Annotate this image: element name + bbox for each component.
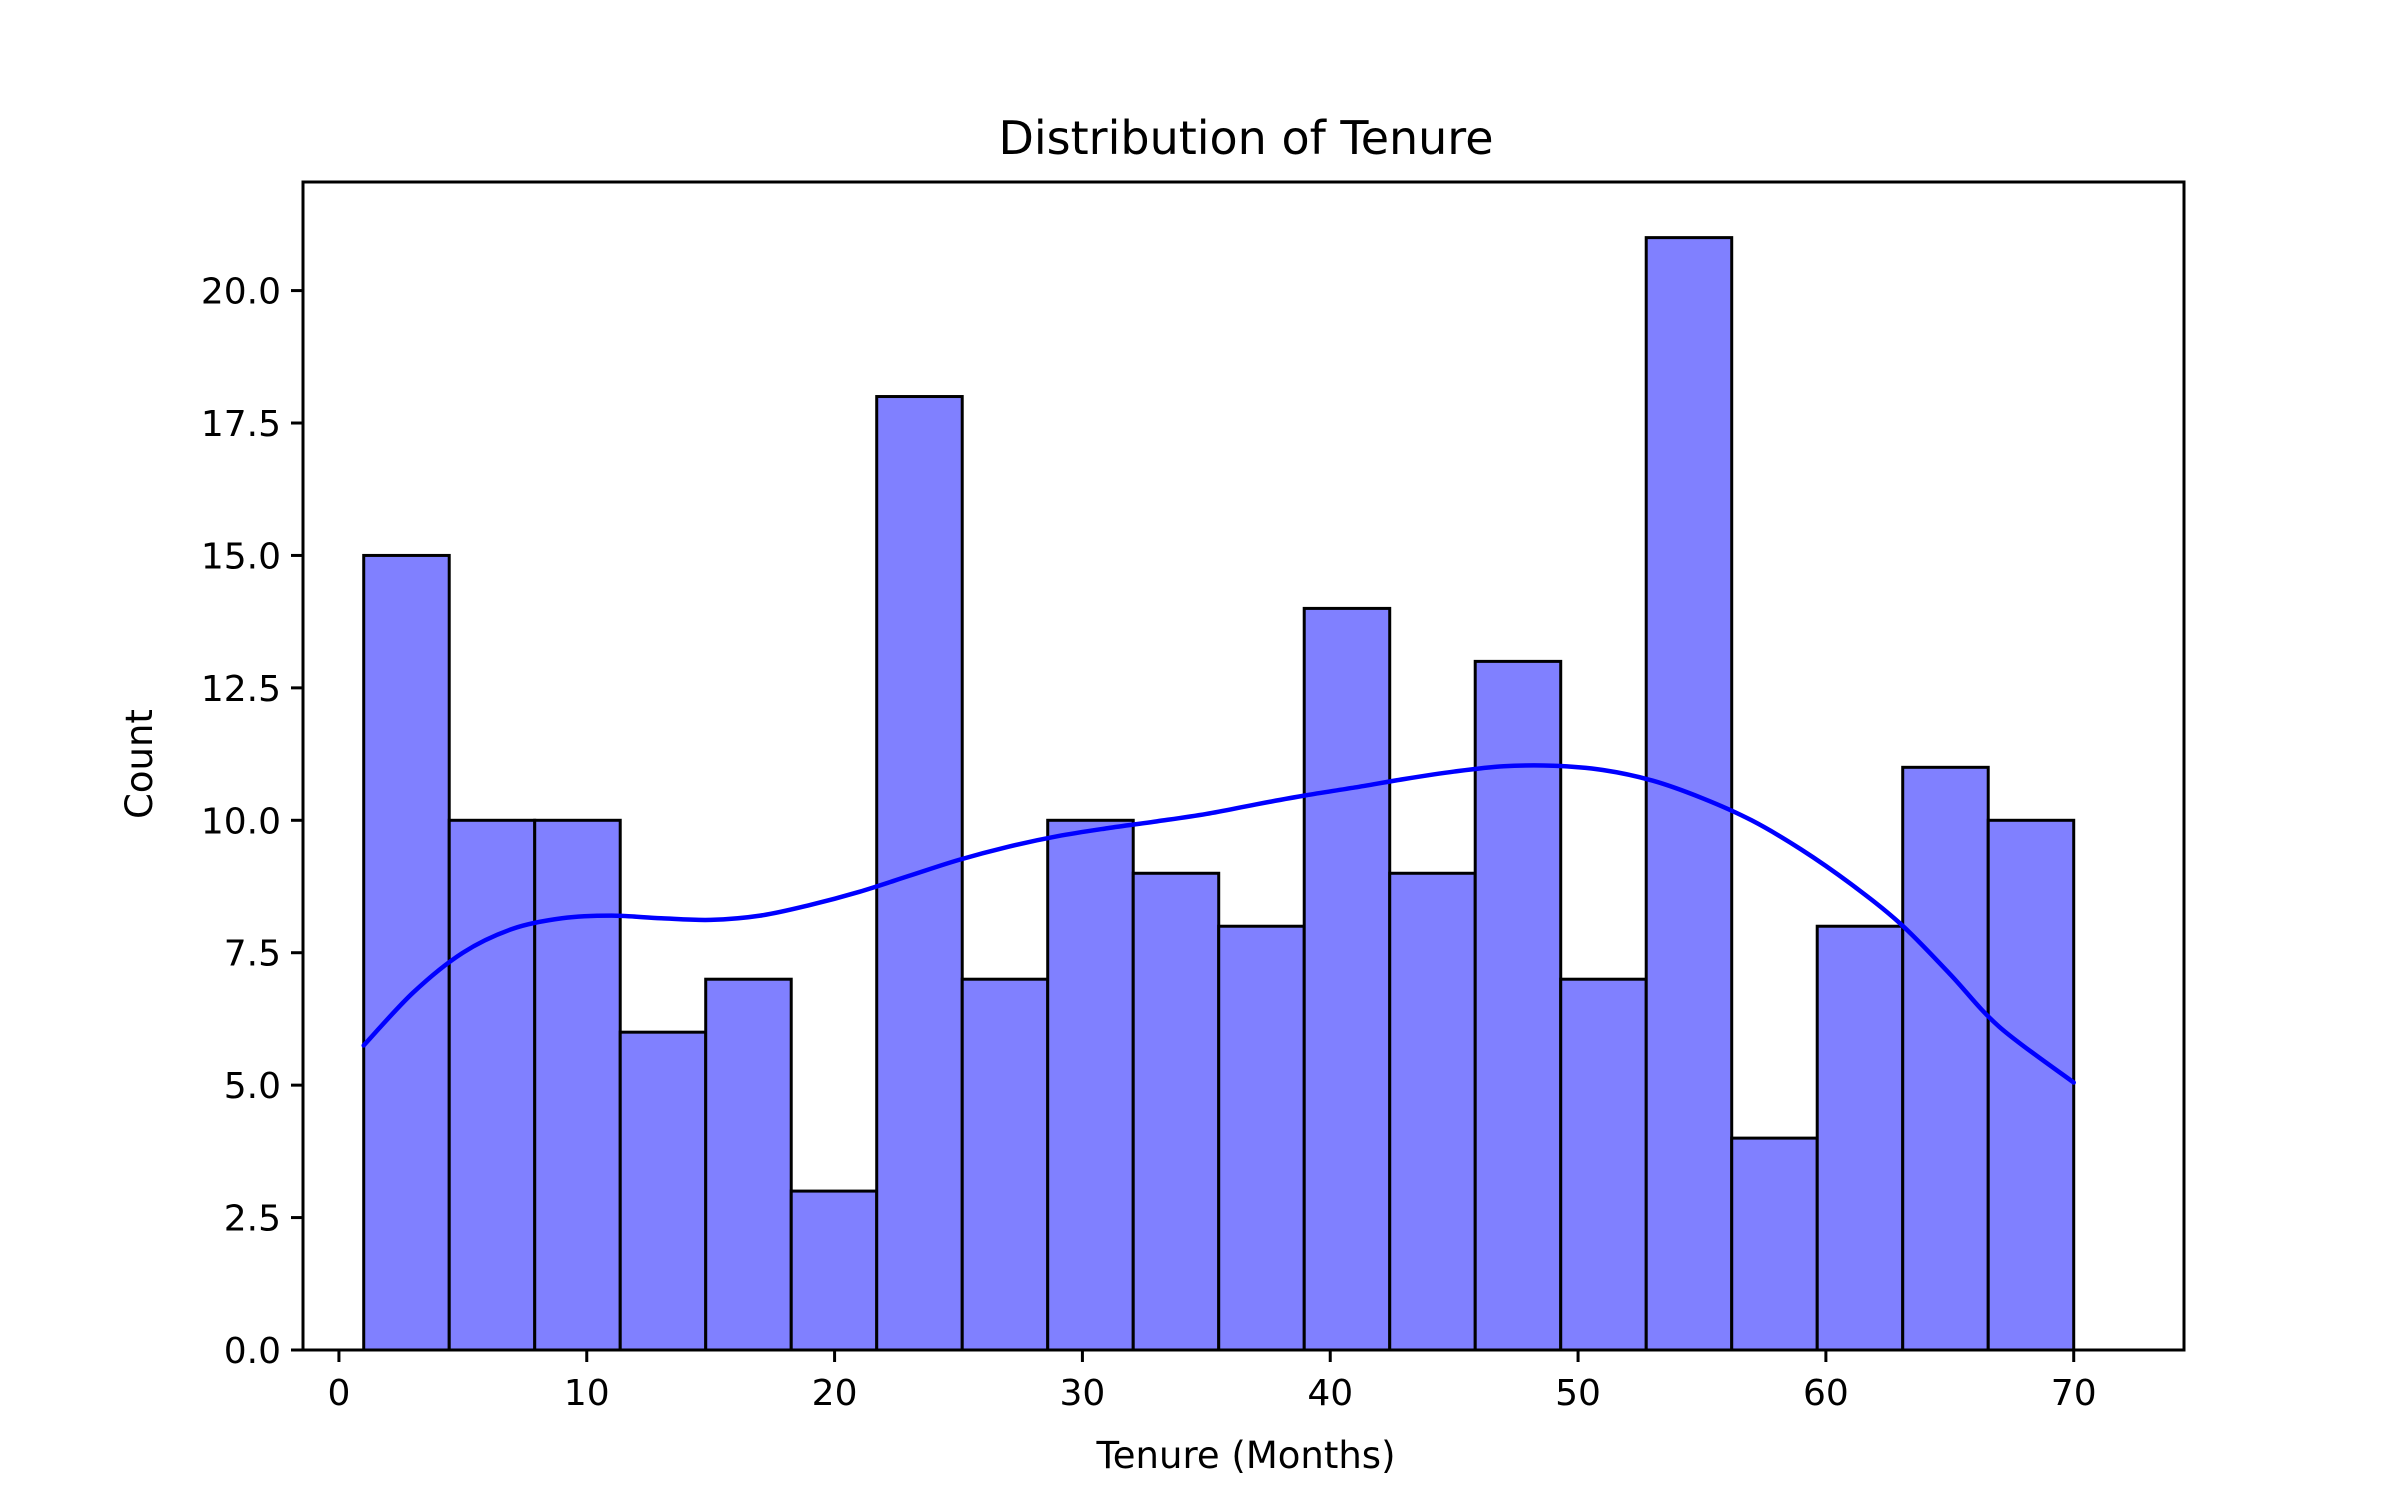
histogram-bar: [789, 1189, 879, 1352]
histogram-bar: [447, 818, 537, 1352]
kde-curve: [361, 763, 2076, 1085]
histogram-bar: [618, 1030, 708, 1352]
histogram-bar: [1473, 659, 1563, 1352]
histogram-bar: [533, 818, 622, 1352]
y-tick-label: 20.0: [201, 272, 281, 313]
histogram-bar: [1217, 924, 1306, 1352]
histogram-bar: [1046, 818, 1135, 1352]
x-tick-label: 60: [1803, 1373, 1849, 1414]
histogram-bar: [1815, 924, 1905, 1352]
histogram-bar: [1559, 977, 1648, 1352]
y-tick-label: 5.0: [224, 1066, 281, 1107]
y-tick-label: 2.5: [224, 1199, 281, 1240]
histogram-bar: [1986, 818, 2076, 1352]
histogram-bar: [1730, 1136, 1819, 1352]
x-tick-label: 10: [564, 1373, 610, 1414]
x-tick-label: 30: [1060, 1373, 1106, 1414]
x-tick-label: 70: [2051, 1373, 2097, 1414]
histogram-bar: [960, 977, 1050, 1352]
x-axis-title: Tenure (Months): [1095, 1434, 1395, 1477]
y-tick-label: 7.5: [224, 934, 281, 975]
x-axis: 0 10 20 30 40 50 60 70: [327, 1350, 2097, 1414]
x-tick-label: 40: [1307, 1373, 1353, 1414]
y-tick-label: 0.0: [224, 1331, 281, 1372]
y-axis: 0.0 2.5 5.0 7.5 10.0 12.5 15.0 17.5 20.0: [201, 272, 303, 1372]
histogram-bar: [1302, 606, 1392, 1352]
x-tick-label: 0: [327, 1373, 350, 1414]
plot-frame: [301, 180, 2186, 1352]
y-tick-label: 15.0: [201, 536, 281, 577]
y-tick-label: 10.0: [201, 801, 281, 842]
y-tick-label: 12.5: [201, 669, 281, 710]
bars-layer: [362, 236, 2076, 1352]
x-tick-label: 50: [1555, 1373, 1601, 1414]
y-axis-title: Count: [118, 709, 161, 819]
histogram-bar: [704, 977, 793, 1352]
histogram-bar: [1901, 765, 1990, 1352]
histogram-bar: [1131, 871, 1221, 1352]
x-tick-label: 20: [812, 1373, 858, 1414]
histogram-bar: [362, 553, 451, 1352]
histogram-bar: [1388, 871, 1477, 1352]
y-tick-label: 17.5: [201, 404, 281, 445]
chart-title: Distribution of Tenure: [998, 111, 1493, 165]
